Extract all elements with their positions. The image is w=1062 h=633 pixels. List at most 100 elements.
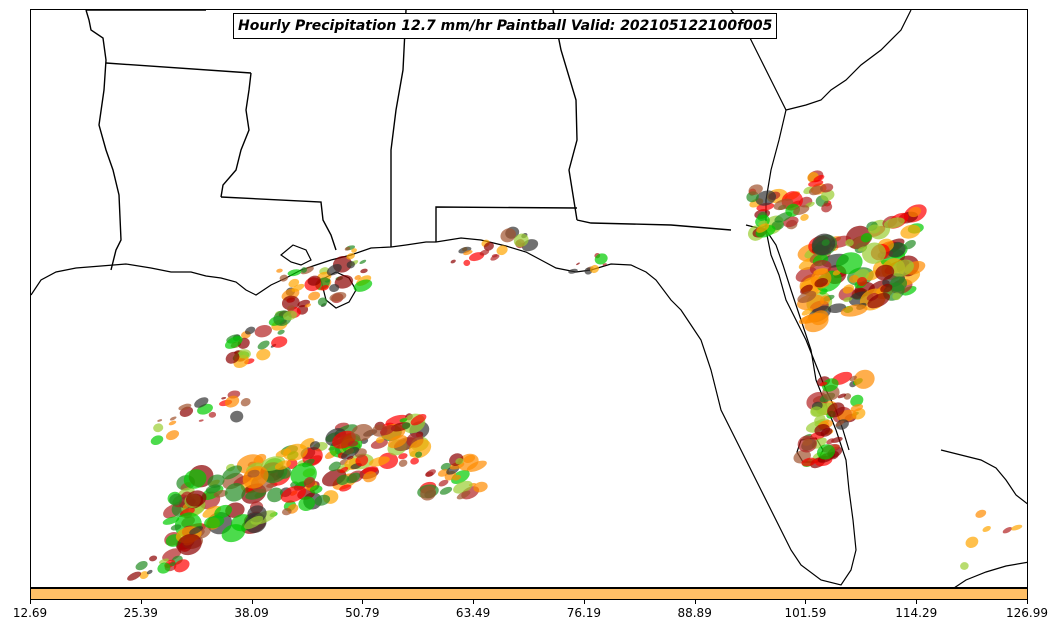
map-canvas — [31, 10, 1027, 587]
colorbar-tick-label: 88.89 — [677, 606, 712, 620]
paintball-blob — [139, 571, 149, 580]
state-border-fl-al — [435, 206, 578, 242]
colorbar-tick — [251, 600, 253, 604]
paintball-blob — [832, 270, 841, 276]
paintball-blob — [169, 493, 183, 506]
paintball-blob — [399, 418, 408, 423]
colorbar-tick — [30, 600, 31, 604]
paintball-blob — [281, 508, 292, 516]
colorbar-tick — [473, 600, 475, 604]
paintball-blob — [198, 419, 204, 422]
paintball-blob — [473, 481, 488, 493]
paintball-blob — [410, 414, 427, 426]
paintball-blob — [346, 472, 361, 484]
paintball-blob — [157, 419, 163, 422]
paintball-blob — [224, 483, 246, 502]
paintball-blob — [329, 292, 347, 302]
paintball-blob — [883, 217, 905, 229]
paintball-blob — [320, 285, 329, 291]
paintball-blob — [351, 248, 357, 253]
paintball-blob — [183, 469, 207, 489]
paintball-blob — [793, 205, 810, 215]
paintball-blob — [960, 562, 969, 570]
paintball-blob — [257, 340, 270, 350]
paintball-blob — [247, 469, 260, 478]
paintball-blob — [254, 325, 272, 338]
paintball-blob — [845, 239, 854, 247]
paintball-blob — [463, 259, 471, 267]
paintball-blob — [339, 466, 349, 473]
paintball-blob — [309, 485, 323, 494]
state-border-ok-ar — [85, 10, 122, 271]
coastline-bahamas — [940, 449, 1027, 505]
colorbar-tick-label: 63.49 — [455, 606, 491, 620]
colorbar-tick-label: 38.09 — [234, 606, 269, 620]
paintball-blob — [177, 533, 202, 556]
paintball-blob — [339, 484, 352, 492]
state-border-fl-ga — [576, 219, 732, 231]
paintball-blob — [347, 440, 359, 447]
paintball-blob — [287, 305, 295, 312]
paintball-blob — [453, 480, 473, 494]
colorbar-tick-label: 50.79 — [345, 606, 380, 620]
paintball-blob — [375, 436, 385, 444]
paintball-blob — [438, 479, 449, 487]
paintball-blob — [755, 190, 777, 206]
paintball-blob — [276, 268, 283, 273]
paintball-blob — [490, 254, 500, 261]
paintball-blob — [410, 457, 419, 465]
paintball-blob — [300, 267, 308, 273]
colorbar-tick — [916, 600, 918, 604]
paintball-blob — [602, 263, 607, 266]
paintball-blob — [860, 232, 872, 243]
paintball-blob — [819, 183, 834, 193]
paintball-blob — [326, 264, 342, 276]
colorbar-tick — [694, 600, 696, 604]
paintball-blob — [280, 485, 307, 503]
paintball-blob — [336, 474, 350, 486]
paintball-blob — [291, 283, 305, 292]
state-border-al-ga — [552, 10, 578, 221]
paintball-blob — [892, 292, 902, 301]
paintball-blob — [360, 268, 368, 274]
colorbar-tick-label: 114.29 — [895, 606, 938, 620]
paintball-blob — [194, 397, 209, 408]
state-border-ar-top — [105, 62, 252, 74]
paintball-blob — [589, 264, 600, 274]
paintball-blob — [452, 474, 461, 481]
paintball-blob — [158, 558, 169, 564]
colorbar-tick — [1027, 600, 1028, 604]
paintball-blob — [425, 469, 436, 477]
colorbar-tick — [362, 600, 364, 604]
colorbar-tick — [583, 600, 585, 604]
paintball-blob — [801, 457, 817, 467]
paintball-blob — [437, 469, 450, 477]
colorbar-tick-label: 126.99 — [1006, 606, 1048, 620]
paintball-blob — [1002, 526, 1013, 534]
paintball-blob — [408, 439, 432, 459]
paintball-blob — [837, 393, 847, 399]
paintball-blob — [908, 206, 922, 218]
paintball-blob — [346, 455, 354, 460]
paintball-blob — [797, 290, 817, 303]
paintball-blob — [170, 524, 182, 531]
paintball-blob — [820, 427, 833, 437]
paintball-blob — [850, 394, 864, 407]
paintball-blob — [500, 228, 516, 243]
paintball-blob — [202, 505, 222, 518]
paintball-blob — [369, 456, 390, 467]
paintball-blob — [848, 274, 859, 283]
paintball-blob — [826, 438, 835, 445]
paintball-blob — [173, 559, 190, 573]
paintball-blob — [808, 180, 824, 187]
paintball-blob — [213, 490, 228, 498]
paintball-blob — [568, 268, 578, 274]
paintball-blob — [819, 295, 831, 305]
paintball-blob — [344, 246, 351, 251]
paintball-blob — [862, 242, 886, 264]
paintball-blob — [835, 420, 845, 427]
paintball-blob — [856, 276, 868, 287]
paintball-blob — [455, 458, 464, 465]
colorbar-tick-label: 101.59 — [784, 606, 827, 620]
paintball-blob — [334, 274, 354, 289]
